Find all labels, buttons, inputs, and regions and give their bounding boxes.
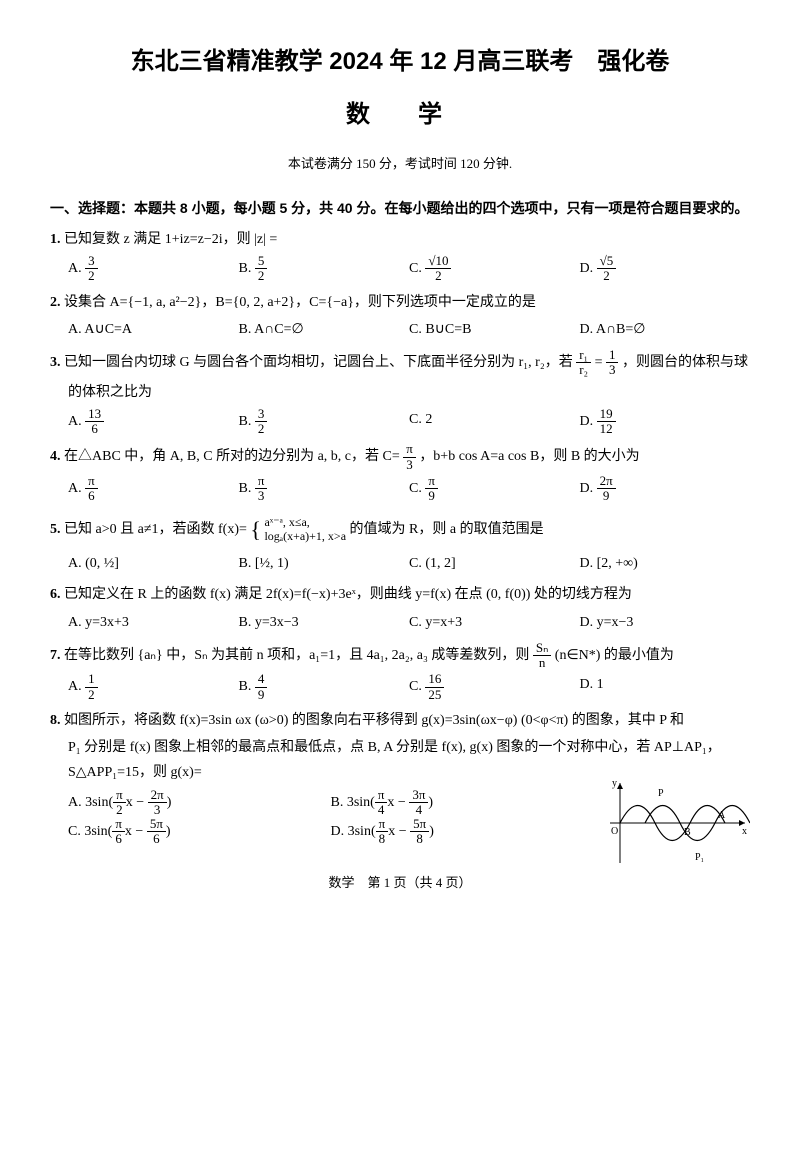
question-6: 6. 已知定义在 R 上的函数 f(x) 满足 2f(x)=f(−x)+3eˣ，… — [50, 582, 750, 607]
q6-opt-a: A. y=3x+3 — [68, 610, 239, 635]
q1-stem: 已知复数 z 满足 1+iz=z−2i，则 |z| = — [64, 232, 277, 247]
q2-opt-c: C. B∪C=B — [409, 317, 580, 342]
q4-opt-d: D. 2π9 — [580, 474, 751, 504]
exam-subject: 数 学 — [50, 93, 750, 136]
q7-opt-b: B. 49 — [239, 672, 410, 702]
q6-opt-b: B. y=3x−3 — [239, 610, 410, 635]
fig-label-x: x — [742, 826, 747, 837]
q7-opt-c: C. 1625 — [409, 672, 580, 702]
q6-opt-c: C. y=x+3 — [409, 610, 580, 635]
q8-opt-a: A. 3sin(π2x − 2π3) — [68, 788, 331, 818]
question-3: 3. 已知一圆台内切球 G 与圆台各个面均相切，记圆台上、下底面半径分别为 r₁… — [50, 348, 750, 378]
q5-num: 5. — [50, 522, 61, 537]
fig-label-o: O — [611, 826, 618, 837]
q1-opt-c: C. √102 — [409, 254, 580, 284]
question-5: 5. 已知 a>0 且 a≠1，若函数 f(x)= { aˣ⁻ᵃ, x≤a, l… — [50, 510, 750, 550]
section-1-header: 一、选择题：本题共 8 小题，每小题 5 分，共 40 分。在每小题给出的四个选… — [50, 196, 750, 221]
q4-opt-a: A. π6 — [68, 474, 239, 504]
q4-num: 4. — [50, 450, 61, 465]
q4-opt-c: C. π9 — [409, 474, 580, 504]
q8-figure: y x O P A B P₁ — [600, 778, 750, 877]
fig-label-b: B — [684, 827, 691, 838]
q1-opt-b: B. 52 — [239, 254, 410, 284]
q3-opt-a: A. 136 — [68, 407, 239, 437]
fig-label-p: P — [658, 788, 664, 799]
question-8: 8. 如图所示，将函数 f(x)=3sin ωx (ω>0) 的图象向右平移得到… — [50, 708, 750, 733]
q2-stem: 设集合 A={−1, a, a²−2}，B={0, 2, a+2}，C={−a}… — [64, 295, 536, 310]
question-1: 1. 已知复数 z 满足 1+iz=z−2i，则 |z| = — [50, 227, 750, 252]
q2-opt-d: D. A∩B=∅ — [580, 317, 751, 342]
q3-opt-b: B. 32 — [239, 407, 410, 437]
q8-opt-b: B. 3sin(π4x − 3π4) — [331, 788, 594, 818]
q2-opt-a: A. A∪C=A — [68, 317, 239, 342]
fig-label-y: y — [612, 778, 617, 789]
q3-stem-a: 已知一圆台内切球 G 与圆台各个面均相切，记圆台上、下底面半径分别为 r₁, r… — [64, 355, 576, 370]
q8-options: A. 3sin(π2x − 2π3) B. 3sin(π4x − 3π4) C.… — [68, 788, 593, 847]
q7-options: A. 12 B. 49 C. 1625 D. 1 — [68, 672, 750, 702]
q8-num: 8. — [50, 713, 61, 728]
question-4: 4. 在△ABC 中，角 A, B, C 所对的边分别为 a, b, c，若 C… — [50, 442, 750, 472]
q6-opt-d: D. y=x−3 — [580, 610, 751, 635]
exam-info: 本试卷满分 150 分，考试时间 120 分钟. — [50, 152, 750, 175]
q5-options: A. (0, ½] B. [½, 1) C. (1, 2] D. [2, +∞) — [68, 551, 750, 576]
q1-opt-a: A. 32 — [68, 254, 239, 284]
q6-num: 6. — [50, 587, 61, 602]
q2-num: 2. — [50, 295, 61, 310]
q1-options: A. 32 B. 52 C. √102 D. √52 — [68, 254, 750, 284]
q3-opt-d: D. 1912 — [580, 407, 751, 437]
question-2: 2. 设集合 A={−1, a, a²−2}，B={0, 2, a+2}，C={… — [50, 290, 750, 315]
q3-num: 3. — [50, 355, 61, 370]
q2-opt-b: B. A∩C=∅ — [239, 317, 410, 342]
q1-opt-d: D. √52 — [580, 254, 751, 284]
q5-opt-b: B. [½, 1) — [239, 551, 410, 576]
q6-options: A. y=3x+3 B. y=3x−3 C. y=x+3 D. y=x−3 — [68, 610, 750, 635]
q8-stem-2: P₁ 分别是 f(x) 图象上相邻的最高点和最低点，点 B, A 分别是 f(x… — [68, 735, 750, 760]
q5-opt-c: C. (1, 2] — [409, 551, 580, 576]
q1-num: 1. — [50, 232, 61, 247]
q3-opt-c: C. 2 — [409, 407, 580, 437]
q7-num: 7. — [50, 648, 61, 663]
q4-opt-b: B. π3 — [239, 474, 410, 504]
q7-opt-a: A. 12 — [68, 672, 239, 702]
q4-options: A. π6 B. π3 C. π9 D. 2π9 — [68, 474, 750, 504]
q8-opt-c: C. 3sin(π6x − 5π6) — [68, 817, 331, 847]
fig-label-a: A — [718, 810, 726, 821]
q5-opt-d: D. [2, +∞) — [580, 551, 751, 576]
q7-opt-d: D. 1 — [580, 672, 751, 702]
fig-label-p1: P₁ — [695, 852, 704, 863]
q2-options: A. A∪C=A B. A∩C=∅ C. B∪C=B D. A∩B=∅ — [68, 317, 750, 342]
q3-stem-2: 的体积之比为 — [68, 380, 750, 405]
q3-options: A. 136 B. 32 C. 2 D. 1912 — [68, 407, 750, 437]
q8-opt-d: D. 3sin(π8x − 5π8) — [331, 817, 594, 847]
question-7: 7. 在等比数列 {aₙ} 中，Sₙ 为其前 n 项和，a₁=1，且 4a₁, … — [50, 641, 750, 671]
exam-title: 东北三省精准教学 2024 年 12 月高三联考 强化卷 — [50, 40, 750, 83]
q5-opt-a: A. (0, ½] — [68, 551, 239, 576]
